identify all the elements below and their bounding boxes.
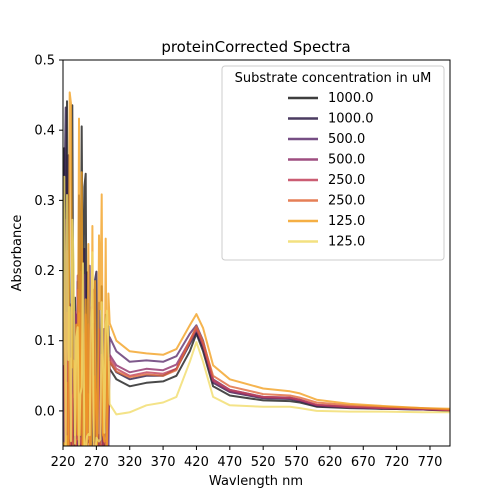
legend-box: [221, 65, 445, 261]
y-tick-label: 0.4: [34, 124, 55, 139]
legend: Substrate concentration in uM 1000.01000…: [221, 65, 445, 261]
x-tick-label: 220: [51, 455, 76, 470]
y-tick-label: 0.1: [34, 334, 55, 349]
x-axis: 220 270 320 370 420 470 520 570 620 670 720 770: [51, 446, 443, 470]
x-tick-label: 570: [284, 455, 309, 470]
x-tick-label: 670: [351, 455, 376, 470]
y-tick-label: 0.0: [34, 404, 55, 419]
x-tick-label: 370: [151, 455, 176, 470]
x-tick-label: 620: [317, 455, 342, 470]
y-axis: 0.0 0.1 0.2 0.3 0.4 0.5: [34, 54, 63, 419]
x-tick-label: 320: [117, 455, 142, 470]
series-line: [63, 272, 450, 446]
x-tick-label: 520: [251, 455, 276, 470]
legend-label: 1000.0: [328, 91, 374, 106]
x-tick-label: 420: [184, 455, 209, 470]
legend-label: 125.0: [328, 235, 365, 250]
legend-label: 250.0: [328, 194, 365, 209]
series-group: [63, 91, 450, 446]
legend-label: 125.0: [328, 214, 365, 229]
x-tick-label: 470: [217, 455, 242, 470]
x-axis-label: Wavlength nm: [209, 474, 303, 489]
x-tick-label: 770: [418, 455, 443, 470]
y-tick-label: 0.5: [34, 54, 55, 69]
y-axis-label: Absorbance: [10, 215, 25, 292]
legend-label: 250.0: [328, 173, 365, 188]
legend-label: 500.0: [328, 132, 365, 147]
chart-title: proteinCorrected Spectra: [161, 38, 350, 56]
legend-entries: 1000.0 1000.0 500.0 500.0 250.0 250.0 125.0 125…: [288, 91, 374, 250]
legend-label: 500.0: [328, 153, 365, 168]
y-tick-label: 0.2: [34, 264, 55, 279]
x-tick-label: 270: [84, 455, 109, 470]
legend-label: 1000.0: [328, 112, 374, 127]
legend-title: Substrate concentration in uM: [235, 71, 432, 86]
plot-frame: [62, 59, 451, 447]
series-line: [63, 175, 450, 446]
x-tick-label: 720: [384, 455, 409, 470]
y-tick-label: 0.3: [34, 194, 55, 209]
